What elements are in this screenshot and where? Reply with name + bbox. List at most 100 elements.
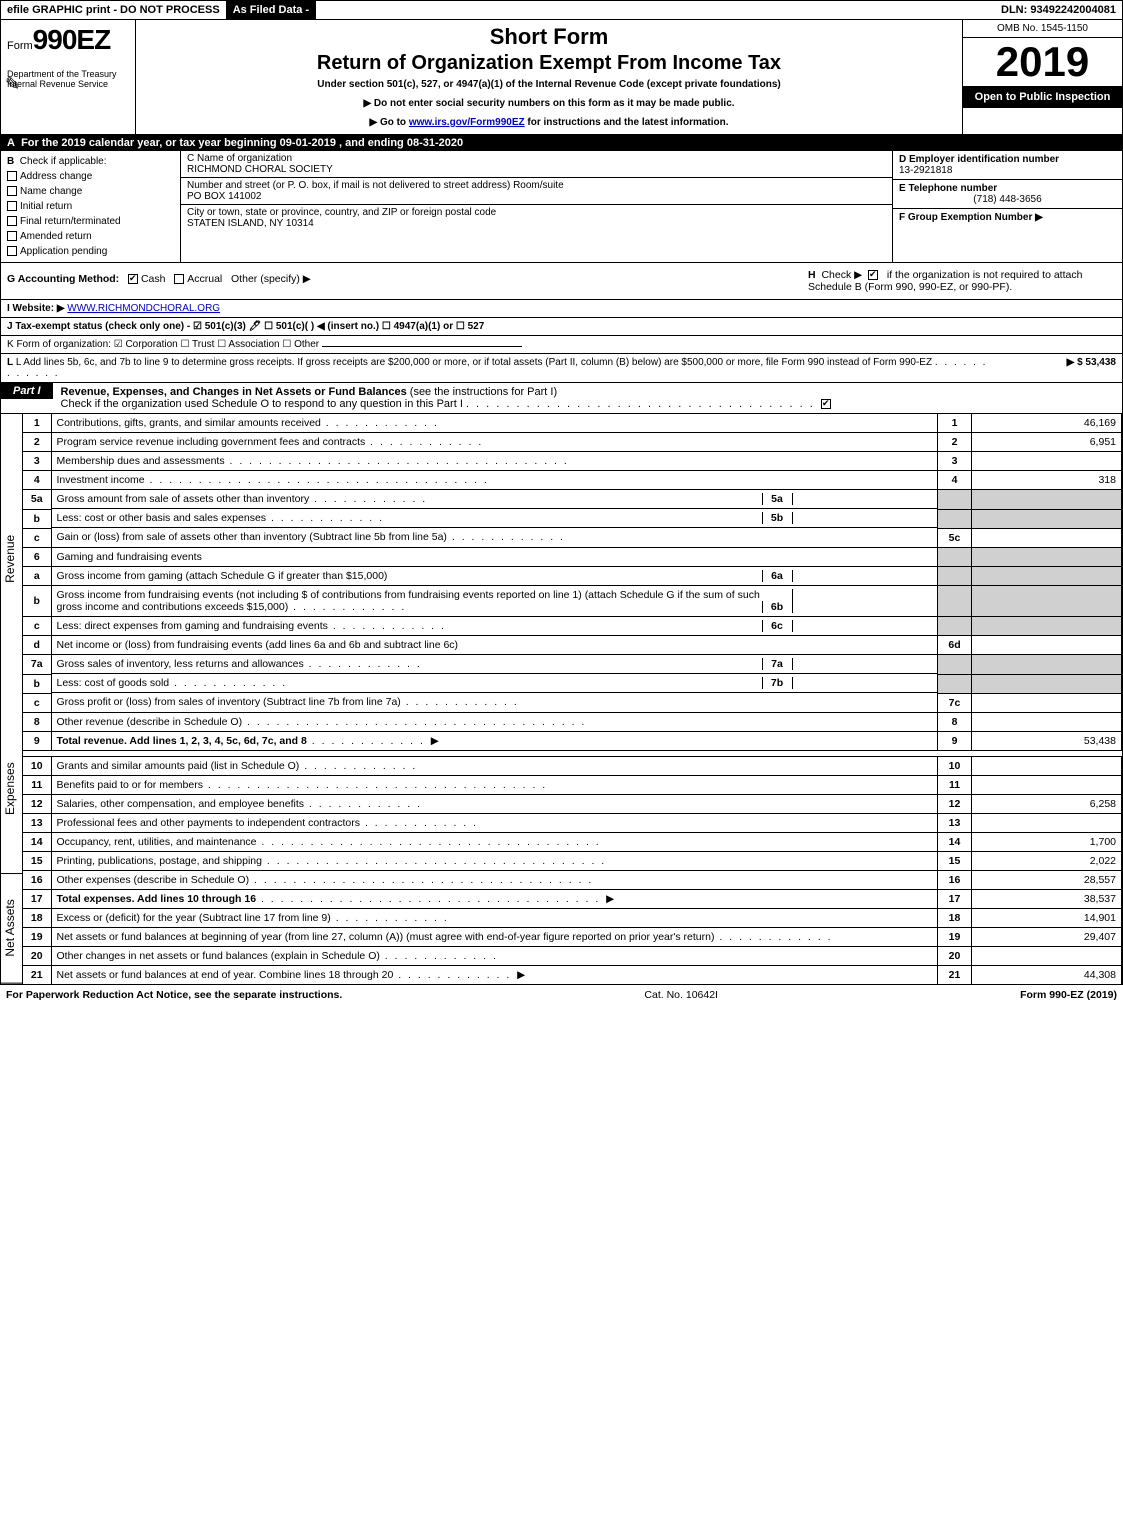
line-7c-num: 7c — [938, 693, 972, 712]
line-8: 8Other revenue (describe in Schedule O)8 — [23, 712, 1122, 731]
line-7c-text: Gross profit or (loss) from sales of inv… — [57, 696, 401, 708]
side-expenses: Expenses — [1, 704, 22, 874]
line-6d: dNet income or (loss) from fundraising e… — [23, 636, 1122, 655]
line-i: I Website: ▶ WWW.RICHMONDCHORAL.ORG — [1, 300, 1122, 318]
line-6c-inner-val — [792, 620, 932, 632]
checkbox-final-return[interactable] — [7, 216, 17, 226]
line-7a-text: Gross sales of inventory, less returns a… — [57, 658, 304, 670]
line-12-text: Salaries, other compensation, and employ… — [57, 798, 304, 810]
addr-label: Number and street (or P. O. box, if mail… — [187, 180, 886, 191]
return-title: Return of Organization Exempt From Incom… — [146, 52, 952, 75]
line-6b-inner-val — [792, 589, 932, 613]
line-k-text: K Form of organization: ☑ Corporation ☐ … — [7, 339, 319, 350]
line-11: 11Benefits paid to or for members11 — [23, 775, 1122, 794]
line-l-amount: ▶ $ 53,438 — [996, 357, 1116, 379]
footer-mid: Cat. No. 10642I — [342, 989, 1020, 1001]
line-15-num: 15 — [938, 851, 972, 870]
checkbox-cash[interactable] — [128, 274, 138, 284]
form-number: 990EZ — [33, 24, 111, 55]
line-11-val — [972, 775, 1122, 794]
checkbox-initial-return[interactable] — [7, 201, 17, 211]
line-6d-val — [972, 636, 1122, 655]
line-17-val: 38,537 — [972, 889, 1122, 908]
line-21-text: Net assets or fund balances at end of ye… — [57, 969, 394, 981]
line-k-other-field[interactable] — [322, 346, 522, 347]
line-5b-inner-val — [792, 512, 932, 524]
footer-right: Form 990-EZ (2019) — [1020, 989, 1117, 1001]
form-prefix: Form — [7, 40, 33, 52]
line-5c-val — [972, 528, 1122, 547]
line-7c-val — [972, 693, 1122, 712]
city-value: STATEN ISLAND, NY 10314 — [187, 218, 886, 229]
box-b-item-5: Application pending — [20, 246, 107, 257]
line-k: K Form of organization: ☑ Corporation ☐ … — [1, 336, 1122, 354]
line-j-text: J Tax-exempt status (check only one) - ☑… — [7, 321, 484, 332]
arrow-icon: ▶ — [606, 893, 614, 905]
line-1-text: Contributions, gifts, grants, and simila… — [57, 417, 321, 429]
form-number-block: Form990EZ ✎ Department of the Treasury I… — [1, 20, 136, 134]
accounting-other: Other (specify) ▶ — [231, 273, 311, 285]
line-5b: bLess: cost or other basis and sales exp… — [23, 509, 1122, 528]
checkbox-name-change[interactable] — [7, 186, 17, 196]
line-21-num: 21 — [938, 965, 972, 984]
line-11-text: Benefits paid to or for members — [57, 779, 203, 791]
line-6b: bGross income from fundraising events (n… — [23, 586, 1122, 617]
side-revenue: Revenue — [1, 414, 22, 704]
checkbox-schedule-b[interactable] — [868, 270, 878, 280]
line-5b-inner-num: 5b — [762, 512, 792, 524]
org-name: RICHMOND CHORAL SOCIETY — [187, 164, 886, 175]
line-12: 12Salaries, other compensation, and empl… — [23, 794, 1122, 813]
line-10-num: 10 — [938, 756, 972, 775]
city-label: City or town, state or province, country… — [187, 207, 886, 218]
line-g-label: G Accounting Method: — [7, 273, 119, 285]
line-6a-inner-val — [792, 570, 932, 582]
line-6c: cLess: direct expenses from gaming and f… — [23, 617, 1122, 636]
line-4: 4Investment income4318 — [23, 471, 1122, 490]
line-18-text: Excess or (deficit) for the year (Subtra… — [57, 912, 331, 924]
checkbox-amended[interactable] — [7, 231, 17, 241]
line-6a-inner-num: 6a — [762, 570, 792, 582]
line-19: 19Net assets or fund balances at beginni… — [23, 927, 1122, 946]
line-4-val: 318 — [972, 471, 1122, 490]
accounting-accrual: Accrual — [187, 273, 222, 285]
checkbox-accrual[interactable] — [174, 274, 184, 284]
line-6a: aGross income from gaming (attach Schedu… — [23, 566, 1122, 586]
swoosh-icon: ✎ — [5, 74, 20, 95]
line-8-text: Other revenue (describe in Schedule O) — [57, 716, 243, 728]
line-3-val — [972, 452, 1122, 471]
header-right: OMB No. 1545-1150 2019 Open to Public In… — [962, 20, 1122, 134]
part1-title: Revenue, Expenses, and Changes in Net As… — [61, 386, 407, 398]
line-16-val: 28,557 — [972, 870, 1122, 889]
irs-label: Internal Revenue Service — [7, 80, 129, 90]
line-7a-inner-val — [792, 658, 932, 670]
website-link[interactable]: WWW.RICHMONDCHORAL.ORG — [67, 303, 220, 314]
form-header: Form990EZ ✎ Department of the Treasury I… — [1, 20, 1122, 135]
box-b-title: Check if applicable: — [20, 156, 107, 167]
line-9: 9Total revenue. Add lines 1, 2, 3, 4, 5c… — [23, 731, 1122, 750]
goto-suffix: for instructions and the latest informat… — [525, 117, 729, 128]
line-14: 14 Occupancy, rent, utilities, and mainte… — [23, 832, 1122, 851]
box-c-label: C Name of organization — [187, 153, 886, 164]
line-14-num: 14 — [938, 832, 972, 851]
part1-sub: (see the instructions for Part I) — [407, 386, 557, 398]
dln-label: DLN: 93492242004081 — [995, 1, 1122, 19]
line-5a: 5aGross amount from sale of assets other… — [23, 490, 1122, 510]
arrow-icon: ▶ — [517, 969, 525, 981]
checkbox-pending[interactable] — [7, 246, 17, 256]
part1-body: Revenue Expenses Net Assets 1Contributio… — [1, 414, 1122, 984]
identity-block: B Check if applicable: Address change Na… — [1, 151, 1122, 263]
line-5a-inner-val — [792, 493, 932, 505]
line-14-text: Occupancy, rent, utilities, and maintena… — [57, 836, 257, 848]
ssn-warning: ▶ Do not enter social security numbers o… — [146, 98, 952, 109]
goto-link[interactable]: www.irs.gov/Form990EZ — [409, 117, 525, 128]
line-6-text: Gaming and fundraising events — [51, 547, 938, 566]
line-11-num: 11 — [938, 775, 972, 794]
short-form-title: Short Form — [146, 24, 952, 50]
checkbox-address-change[interactable] — [7, 171, 17, 181]
line-10: 10Grants and similar amounts paid (list … — [23, 756, 1122, 775]
page-footer: For Paperwork Reduction Act Notice, see … — [0, 985, 1123, 1005]
line-6c-inner-num: 6c — [762, 620, 792, 632]
checkbox-schedule-o[interactable] — [821, 399, 831, 409]
line-5c: cGain or (loss) from sale of assets othe… — [23, 528, 1122, 547]
line-14-val: 1,700 — [972, 832, 1122, 851]
